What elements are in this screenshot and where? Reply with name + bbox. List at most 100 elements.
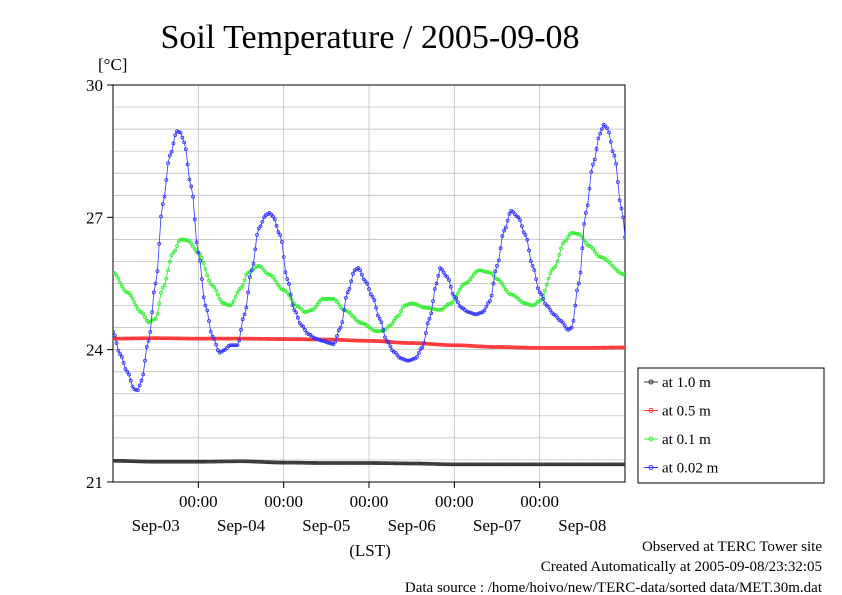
data-point [336, 337, 341, 342]
data-point [308, 337, 313, 342]
data-point [564, 462, 569, 467]
data-point [509, 345, 514, 350]
data-point [192, 336, 197, 341]
data-point [123, 459, 128, 463]
data-point [447, 343, 451, 348]
data-point [212, 337, 217, 341]
data-point [546, 305, 551, 309]
data-point [351, 338, 355, 343]
data-point [487, 462, 492, 467]
data-point [317, 337, 322, 342]
data-point [432, 287, 437, 291]
data-point [113, 458, 117, 463]
data-point [271, 460, 275, 465]
data-point [237, 459, 242, 464]
data-point [493, 462, 498, 467]
data-point [470, 274, 475, 279]
data-point [187, 239, 192, 244]
data-point [338, 325, 343, 330]
data-point [251, 261, 256, 266]
grid-lines [113, 85, 625, 482]
data-point [194, 459, 199, 464]
data-point [114, 273, 119, 278]
data-point [294, 310, 299, 315]
data-point [459, 343, 464, 348]
data-point [383, 335, 387, 340]
data-point [315, 461, 320, 465]
data-point [205, 336, 210, 341]
data-point [445, 462, 450, 467]
data-point [349, 279, 354, 284]
data-point [381, 339, 386, 344]
data-point [231, 459, 236, 464]
data-point [134, 303, 139, 308]
data-point [345, 290, 350, 295]
data-point [596, 462, 601, 467]
data-point [285, 337, 290, 341]
data-point [121, 287, 126, 292]
data-point [320, 338, 325, 343]
data-point [196, 459, 201, 464]
data-point [447, 278, 451, 282]
data-point [113, 330, 115, 334]
data-point [457, 343, 462, 348]
data-point [452, 462, 457, 467]
data-point [519, 462, 524, 467]
data-point [591, 246, 595, 251]
data-point [619, 345, 624, 350]
data-point [576, 281, 581, 286]
data-point [537, 462, 542, 467]
data-point [525, 345, 530, 350]
data-point [537, 345, 542, 350]
data-point [127, 336, 131, 341]
data-point [180, 135, 185, 140]
data-point [203, 459, 208, 464]
data-point [205, 308, 210, 313]
data-point [418, 461, 423, 466]
data-point [157, 241, 162, 246]
data-point [176, 336, 181, 341]
data-point [615, 345, 620, 350]
data-point [116, 336, 121, 341]
data-point [523, 345, 528, 350]
data-point [463, 281, 467, 286]
data-point [327, 341, 332, 345]
data-point [571, 231, 576, 235]
data-point [500, 462, 505, 467]
data-point [502, 462, 507, 467]
data-point [372, 298, 377, 303]
data-point [587, 186, 592, 191]
data-point [116, 458, 121, 463]
data-point [148, 459, 153, 464]
data-point [303, 310, 307, 315]
chart-title: Soil Temperature / 2005-09-08 [160, 19, 579, 56]
data-point [221, 336, 226, 341]
data-point [162, 194, 167, 199]
data-point [438, 308, 443, 312]
data-point [381, 461, 386, 466]
data-point [162, 283, 167, 288]
data-point [395, 461, 400, 466]
data-point [132, 300, 137, 305]
data-point [299, 460, 304, 465]
data-point [551, 345, 556, 350]
data-point [246, 336, 251, 341]
data-point [242, 459, 247, 464]
data-point [372, 339, 377, 343]
data-point [479, 462, 483, 467]
data-point [566, 462, 571, 467]
data-point [205, 459, 210, 464]
data-point [473, 344, 478, 349]
data-point [199, 459, 204, 464]
data-point [407, 358, 412, 363]
data-point [585, 462, 590, 467]
data-point [468, 462, 473, 467]
data-point [612, 345, 617, 350]
data-point [605, 345, 610, 350]
data-point [196, 336, 201, 341]
data-point [580, 462, 585, 467]
data-point [135, 459, 140, 464]
data-point [480, 268, 485, 273]
data-point [319, 338, 323, 343]
data-point [434, 281, 439, 286]
